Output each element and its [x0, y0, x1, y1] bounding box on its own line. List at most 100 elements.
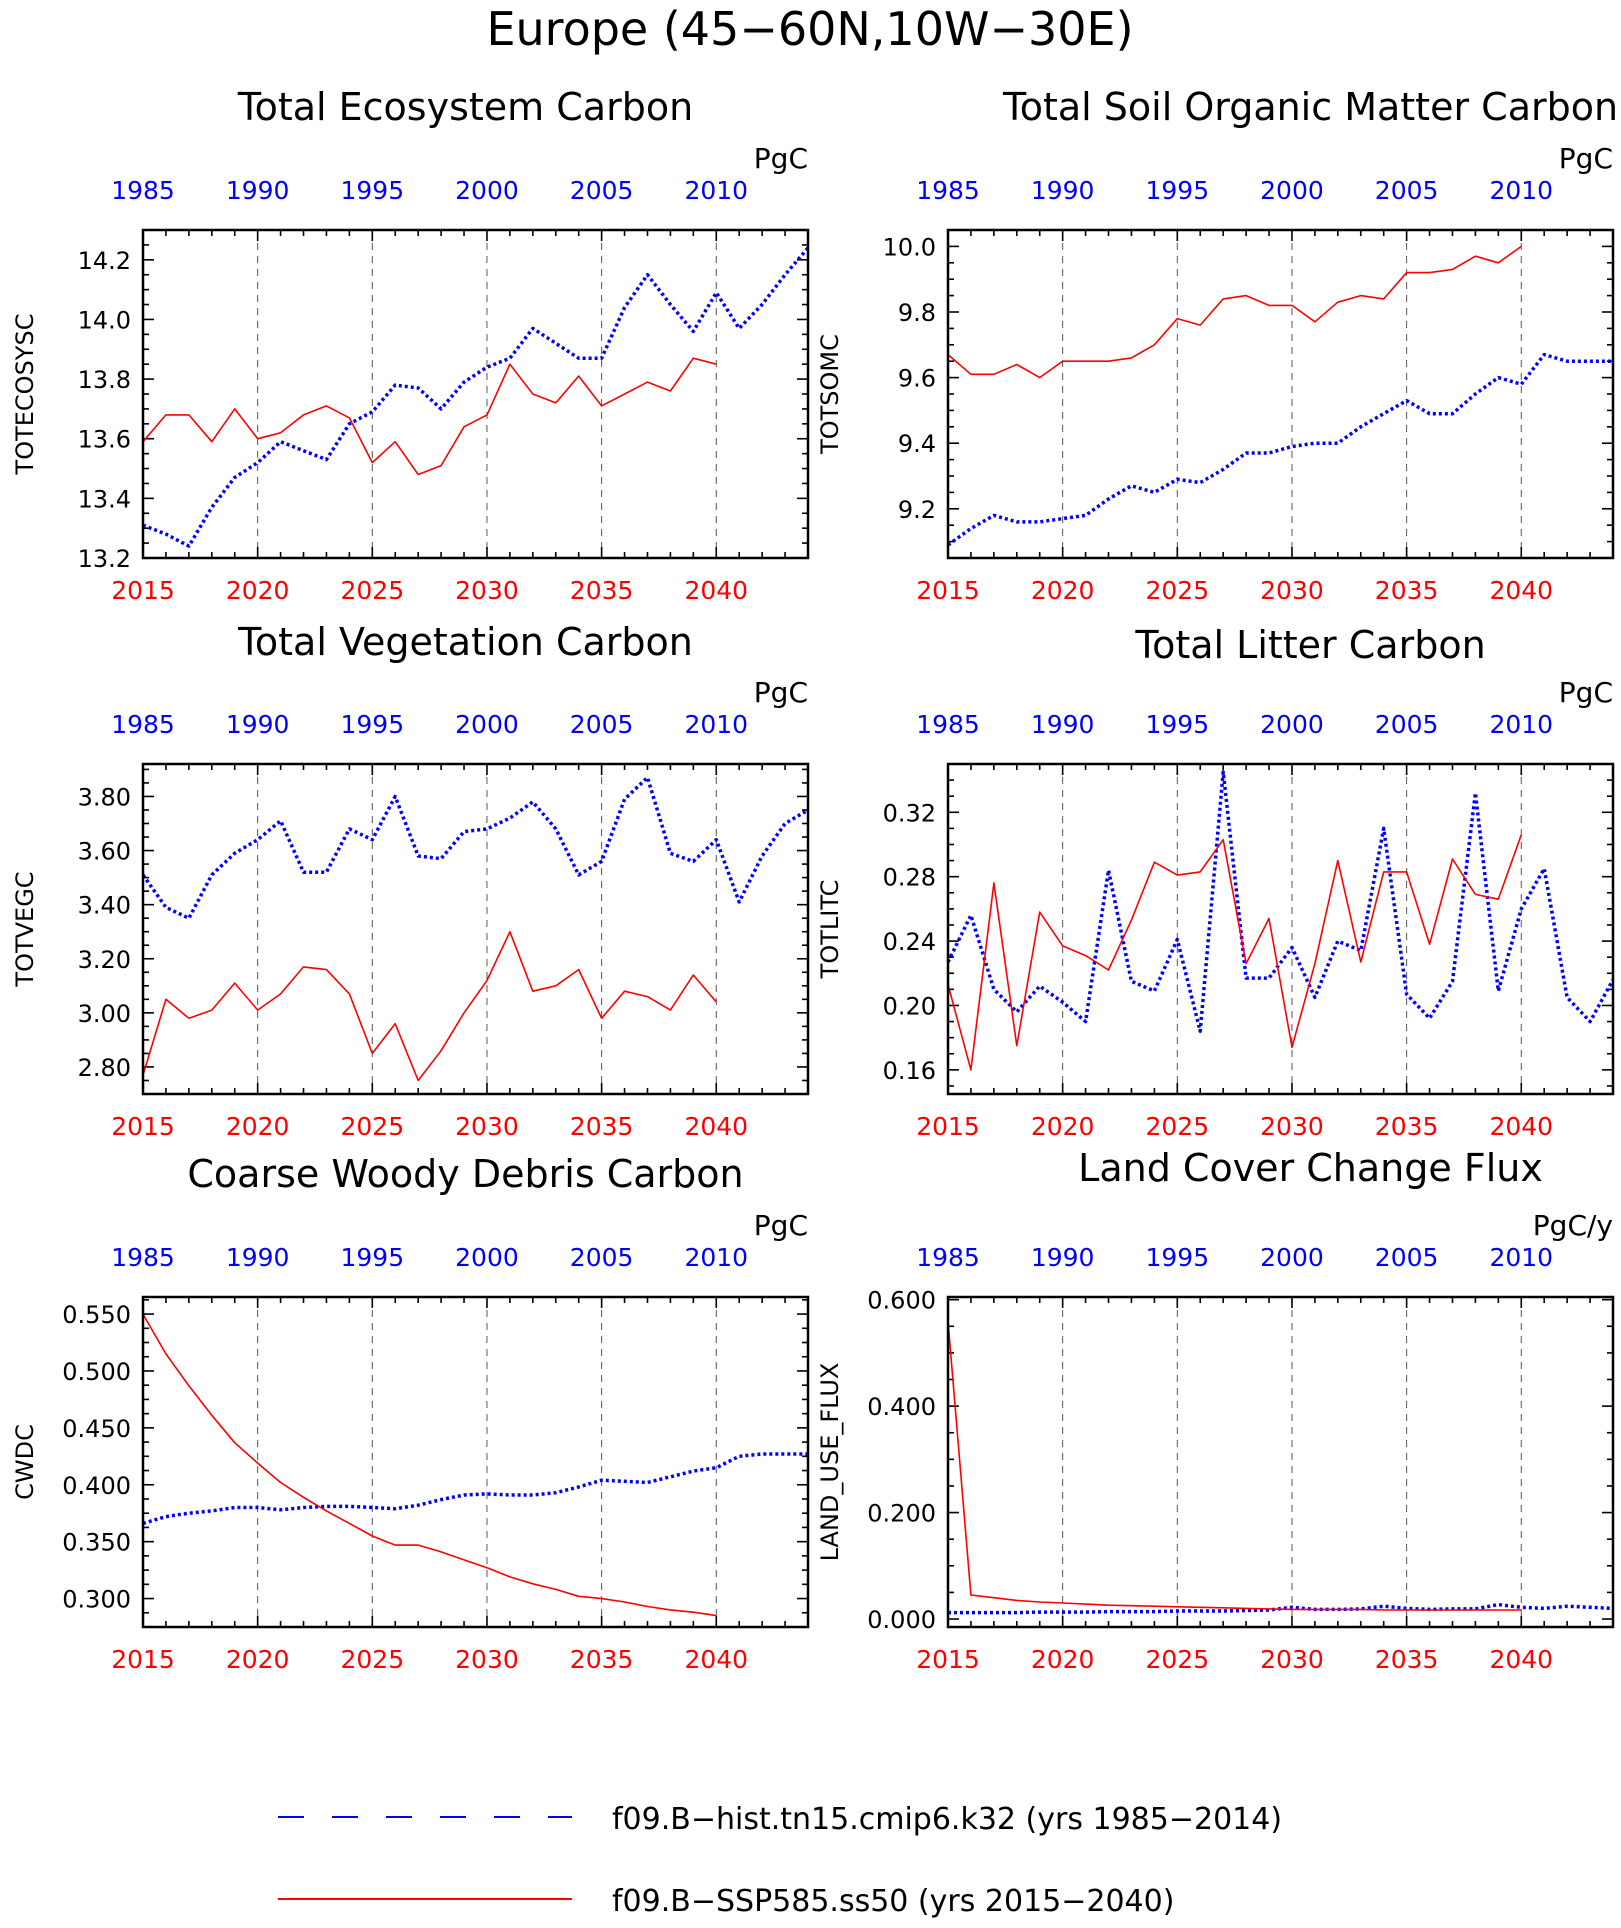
x-tick-label-top: 2005 — [1375, 710, 1439, 739]
x-tick-label-bottom: 2025 — [340, 1645, 404, 1674]
units-label: PgC — [754, 142, 808, 175]
x-tick-label-bottom: 2020 — [226, 1112, 290, 1141]
x-tick-label-top: 1990 — [226, 710, 290, 739]
x-tick-label-bottom: 2030 — [455, 1645, 519, 1674]
x-tick-label-top: 1985 — [916, 1243, 980, 1272]
x-tick-label-bottom: 2015 — [111, 1112, 175, 1141]
series-line-ssp — [947, 245, 1522, 379]
y-tick-label: 0.28 — [883, 864, 936, 892]
x-tick-label-top: 1995 — [340, 176, 404, 205]
x-tick-label-top: 1990 — [226, 176, 290, 205]
y-tick-label: 3.40 — [78, 892, 131, 920]
y-tick-label: 9.6 — [898, 365, 936, 393]
y-tick-label: 0.300 — [62, 1586, 131, 1614]
y-axis-label: TOTECOSYSC — [11, 314, 39, 476]
y-tick-label: 3.20 — [78, 946, 131, 974]
x-tick-label-top: 2005 — [1375, 176, 1439, 205]
x-tick-label-bottom: 2035 — [570, 1112, 634, 1141]
chart-panel-4: Total Litter Carbon PgC TOTLITC 0.16 0.20 0.2… — [816, 623, 1615, 1141]
plot-frame — [946, 762, 1615, 1096]
y-tick-label: 2.80 — [78, 1054, 131, 1082]
y-tick-label: 10.0 — [883, 233, 936, 261]
y-axis-label: TOTVEGC — [11, 871, 39, 987]
x-tick-label-bottom: 2035 — [1375, 576, 1439, 605]
plot-frame — [946, 1295, 1615, 1629]
x-tick-label-top: 1985 — [111, 1243, 175, 1272]
x-tick-label-bottom: 2020 — [1031, 576, 1095, 605]
y-tick-label: 0.350 — [62, 1529, 131, 1557]
y-tick-label: 9.4 — [898, 430, 936, 458]
series-line-ssp — [142, 1313, 717, 1617]
x-tick-label-top: 1995 — [340, 710, 404, 739]
chart-panel-2: Total Soil Organic Matter Carbon PgC TOTSO… — [816, 85, 1618, 605]
chart-panel-3: Total Vegetation Carbon PgC TOTVEGC 2.80 3.0… — [11, 620, 810, 1141]
x-tick-label-top: 1985 — [111, 176, 175, 205]
x-tick-label-bottom: 2040 — [1489, 1645, 1553, 1674]
x-tick-label-bottom: 2040 — [1489, 1112, 1553, 1141]
y-tick-label: 0.16 — [883, 1057, 936, 1085]
units-label: PgC — [754, 676, 808, 709]
series-line-hist — [946, 770, 1615, 1033]
x-tick-label-bottom: 2030 — [1260, 1112, 1324, 1141]
y-tick-label: 0.200 — [867, 1500, 936, 1528]
y-tick-label: 0.450 — [62, 1415, 131, 1443]
plot-frame — [141, 1295, 810, 1629]
chart-title: Land Cover Change Flux — [1078, 1146, 1543, 1190]
x-tick-label-bottom: 2030 — [455, 1112, 519, 1141]
x-tick-label-top: 2000 — [1260, 1243, 1324, 1272]
series-line-ssp — [947, 834, 1523, 1071]
x-tick-label-bottom: 2020 — [1031, 1112, 1095, 1141]
x-tick-label-top: 1995 — [1145, 1243, 1209, 1272]
y-tick-label: 0.550 — [62, 1301, 131, 1329]
y-tick-label: 13.8 — [78, 366, 131, 394]
series-line-ssp — [947, 1320, 1522, 1611]
x-tick-label-bottom: 2040 — [684, 1645, 748, 1674]
y-tick-label: 0.000 — [867, 1606, 936, 1634]
x-tick-label-top: 2000 — [455, 710, 519, 739]
x-tick-label-top: 2010 — [684, 1243, 748, 1272]
series-line-ssp — [142, 357, 717, 476]
y-tick-label: 0.400 — [62, 1472, 131, 1500]
y-tick-label: 0.24 — [883, 928, 936, 956]
x-tick-label-bottom: 2030 — [1260, 576, 1324, 605]
y-tick-label: 3.60 — [78, 838, 131, 866]
y-tick-label: 0.500 — [62, 1358, 131, 1386]
chart-title: Coarse Woody Debris Carbon — [187, 1152, 743, 1196]
y-axis-label: TOTLITC — [816, 880, 844, 980]
y-tick-label: 3.80 — [78, 783, 131, 811]
x-tick-label-bottom: 2035 — [1375, 1645, 1439, 1674]
y-tick-label: 0.20 — [883, 992, 936, 1020]
chart-title: Total Ecosystem Carbon — [237, 85, 693, 129]
y-axis-label: TOTSOMC — [816, 334, 844, 455]
x-tick-label-bottom: 2015 — [111, 1645, 175, 1674]
x-tick-label-bottom: 2015 — [111, 576, 175, 605]
y-tick-label: 0.600 — [867, 1287, 936, 1315]
x-tick-label-top: 1985 — [916, 710, 980, 739]
series-line-ssp — [142, 930, 717, 1082]
x-tick-label-top: 1990 — [1031, 710, 1095, 739]
plot-frame — [141, 228, 810, 560]
y-tick-label: 3.00 — [78, 1000, 131, 1028]
y-tick-label: 13.6 — [78, 426, 131, 454]
x-tick-label-top: 1990 — [226, 1243, 290, 1272]
x-tick-label-top: 2005 — [570, 1243, 634, 1272]
y-tick-label: 0.32 — [883, 799, 936, 827]
x-tick-label-top: 2005 — [570, 176, 634, 205]
x-tick-label-top: 1985 — [916, 176, 980, 205]
x-tick-label-top: 2010 — [684, 176, 748, 205]
x-tick-label-bottom: 2025 — [340, 576, 404, 605]
x-tick-label-top: 2000 — [455, 1243, 519, 1272]
plot-frame — [141, 762, 810, 1096]
x-tick-label-bottom: 2040 — [684, 1112, 748, 1141]
y-tick-label: 13.2 — [78, 545, 131, 573]
x-tick-label-bottom: 2015 — [916, 1112, 980, 1141]
chart-panel-1: Total Ecosystem Carbon PgC TOTECOSYSC 13.2 1… — [11, 85, 810, 605]
series-line-hist — [142, 1452, 808, 1526]
x-tick-label-top: 2010 — [684, 710, 748, 739]
y-tick-label: 13.4 — [78, 485, 131, 513]
x-tick-label-top: 1995 — [1145, 710, 1209, 739]
plot-frame — [946, 228, 1615, 560]
legend: f09.B−hist.tn15.cmip6.k32 (yrs 1985−2014… — [278, 1802, 1282, 1919]
x-tick-label-bottom: 2020 — [1031, 1645, 1095, 1674]
